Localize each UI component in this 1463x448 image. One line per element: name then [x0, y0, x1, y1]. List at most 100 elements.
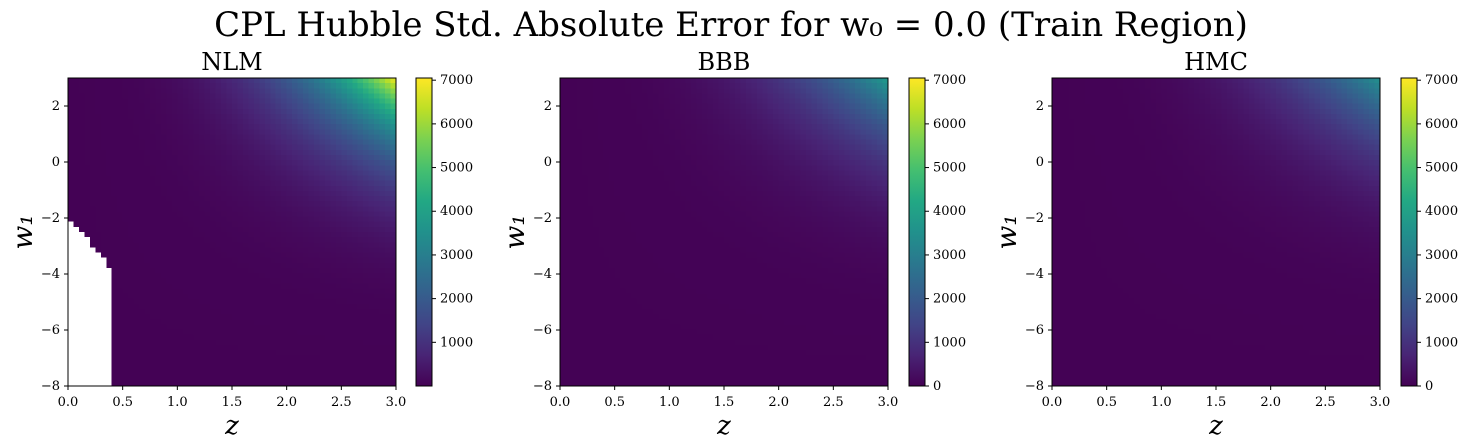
heatmap-cell	[106, 98, 113, 105]
heatmap-cell	[756, 155, 763, 161]
heatmap-cell	[773, 175, 780, 182]
heatmap-cell	[352, 350, 359, 356]
heatmap-cell	[871, 88, 878, 94]
heatmap-cell	[346, 108, 353, 115]
heatmap-cell	[658, 134, 665, 141]
heatmap-cell	[319, 180, 326, 187]
heatmap-cell	[734, 93, 741, 100]
heatmap-cell	[226, 83, 233, 89]
heatmap-cell	[84, 262, 91, 269]
heatmap-cell	[702, 190, 709, 197]
heatmap-cell	[592, 170, 599, 177]
heatmap-cell	[319, 144, 326, 151]
heatmap-cell	[226, 98, 233, 105]
heatmap-cell	[871, 155, 878, 161]
heatmap-cell	[385, 324, 392, 331]
heatmap-cell	[210, 360, 217, 367]
heatmap-cell	[100, 170, 107, 177]
heatmap-cell	[363, 108, 370, 115]
heatmap-cell	[341, 155, 348, 161]
heatmap-cell	[78, 134, 85, 141]
heatmap-cell	[193, 257, 200, 264]
heatmap-cell	[696, 185, 703, 192]
heatmap-cell	[84, 288, 91, 295]
heatmap-cell	[642, 124, 649, 130]
heatmap-cell	[150, 262, 157, 269]
heatmap-cell	[122, 262, 129, 269]
heatmap-cell	[795, 165, 802, 171]
heatmap-cell	[680, 134, 687, 141]
heatmap-cell	[193, 226, 200, 233]
heatmap-cell	[281, 283, 288, 290]
heatmap-cell	[636, 113, 643, 120]
heatmap-cell	[625, 124, 632, 130]
heatmap-cell	[237, 170, 244, 177]
heatmap-cell	[89, 206, 96, 213]
heatmap-cell	[275, 185, 282, 192]
heatmap-cell	[363, 365, 370, 372]
heatmap-cell	[734, 108, 741, 115]
heatmap-cell	[713, 185, 720, 192]
heatmap-cell	[95, 314, 102, 320]
heatmap-cell	[357, 226, 364, 233]
heatmap-cell	[319, 155, 326, 161]
heatmap-cell	[253, 324, 260, 331]
heatmap-cell	[199, 288, 206, 295]
heatmap-cell	[259, 360, 266, 367]
heatmap-cell	[303, 314, 310, 320]
heatmap-cell	[303, 98, 310, 105]
heatmap-cell	[314, 303, 321, 310]
figure-title: CPL Hubble Std. Absolute Error for w₀ = …	[214, 5, 1248, 45]
heatmap-cell	[144, 309, 151, 315]
heatmap-cell	[210, 288, 217, 295]
heatmap-cell	[609, 88, 616, 94]
heatmap-cell	[264, 242, 271, 248]
heatmap-cell	[784, 108, 791, 115]
heatmap-cell	[374, 273, 381, 279]
heatmap-cell	[330, 83, 337, 89]
heatmap-cell	[171, 319, 178, 325]
heatmap-cell	[379, 134, 386, 141]
heatmap-cell	[724, 175, 731, 182]
heatmap-cell	[68, 324, 75, 331]
heatmap-cell	[324, 170, 331, 177]
heatmap-cell	[669, 103, 676, 110]
heatmap-cell	[789, 113, 796, 120]
heatmap-cell	[139, 226, 146, 233]
heatmap-cell	[275, 329, 282, 336]
heatmap-cell	[341, 216, 348, 223]
heatmap-cell	[729, 185, 736, 192]
heatmap-cell	[795, 185, 802, 192]
heatmap-cell	[871, 165, 878, 171]
heatmap-cell	[614, 165, 621, 171]
heatmap-cell	[232, 98, 239, 105]
heatmap-cell	[308, 185, 315, 192]
heatmap-cell	[68, 185, 75, 192]
heatmap-cell	[150, 334, 157, 341]
heatmap-cell	[341, 237, 348, 243]
heatmap-cell	[259, 288, 266, 295]
heatmap-cell	[762, 88, 769, 94]
heatmap-cell	[691, 175, 698, 182]
heatmap-cell	[324, 339, 331, 346]
heatmap-cell	[248, 83, 255, 89]
heatmap-cell	[871, 144, 878, 151]
heatmap-cell	[171, 216, 178, 223]
heatmap-cell	[560, 83, 567, 89]
heatmap-cell	[663, 83, 670, 89]
heatmap-cell	[78, 83, 85, 89]
heatmap-cell	[84, 160, 91, 166]
heatmap-cell	[122, 334, 129, 341]
heatmap-cell	[144, 93, 151, 100]
heatmap-cell	[379, 339, 386, 346]
heatmap-cell	[150, 119, 157, 125]
heatmap-cell	[117, 334, 124, 341]
heatmap-cell	[286, 78, 293, 84]
heatmap-cell	[297, 119, 304, 125]
heatmap-cell	[314, 149, 321, 156]
heatmap-cell	[724, 144, 731, 151]
heatmap-cell	[122, 360, 129, 367]
heatmap-cell	[308, 303, 315, 310]
heatmap-cell	[652, 83, 659, 89]
heatmap-cell	[674, 119, 681, 125]
